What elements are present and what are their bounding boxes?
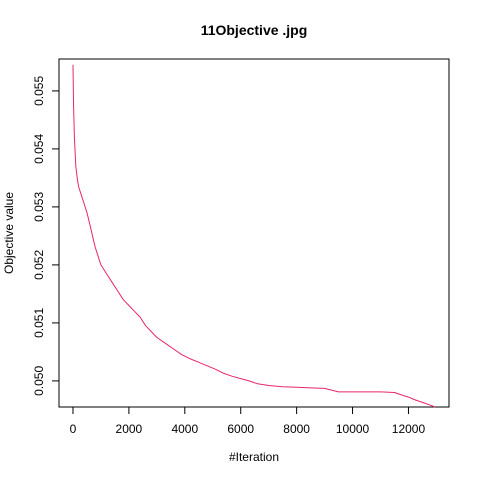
y-tick-label: 0.050 [32,366,46,396]
y-tick-label: 0.053 [32,192,46,222]
y-tick-label: 0.055 [32,76,46,106]
x-axis-label: #Iteration [229,450,279,464]
x-tick-label: 12000 [392,422,426,436]
series-line-objective [72,64,436,408]
y-axis: 0.050 0.051 0.052 0.053 0.054 0.055 [32,76,60,396]
x-tick-label: 8000 [283,422,310,436]
x-tick-label: 10000 [336,422,370,436]
y-tick-label: 0.054 [32,134,46,164]
x-tick-label: 4000 [171,422,198,436]
x-tick-label: 0 [70,422,77,436]
plot-frame [58,58,450,408]
y-axis-label: Objective value [2,192,16,274]
x-axis: 0 2000 4000 6000 8000 10000 12000 [70,406,426,436]
y-tick-label: 0.051 [32,308,46,338]
chart-title: 11Objective .jpg [201,22,308,38]
y-tick-label: 0.052 [32,250,46,280]
x-tick-label: 6000 [227,422,254,436]
series-layer [72,64,436,408]
x-tick-label: 2000 [116,422,143,436]
